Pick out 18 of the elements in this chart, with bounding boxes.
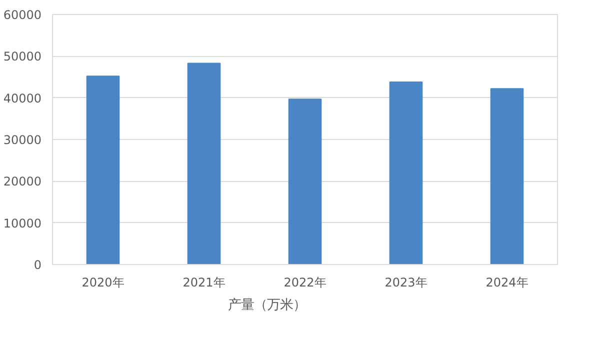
y-tick-label: 20000 [3, 174, 42, 189]
x-tick-label: 2021年 [182, 276, 226, 290]
y-tick-label: 50000 [3, 50, 42, 64]
y-tick-label: 30000 [3, 133, 42, 147]
bar [187, 62, 221, 264]
bar [86, 76, 120, 264]
text: 产量（万米） [228, 296, 306, 314]
y-tick-label: 60000 [3, 8, 42, 22]
x-tick-label: 2022年 [284, 276, 326, 290]
y-tick-label: 0 [34, 258, 42, 272]
bar [389, 82, 423, 264]
x-tick-label: 2024年 [486, 276, 528, 290]
y-tick-label: 10000 [3, 216, 42, 230]
bar [288, 98, 322, 264]
bar [490, 88, 524, 264]
x-tick-label: 2023年 [384, 276, 428, 290]
x-tick-label: 2020年 [82, 276, 124, 290]
y-tick-label: 40000 [3, 91, 42, 106]
